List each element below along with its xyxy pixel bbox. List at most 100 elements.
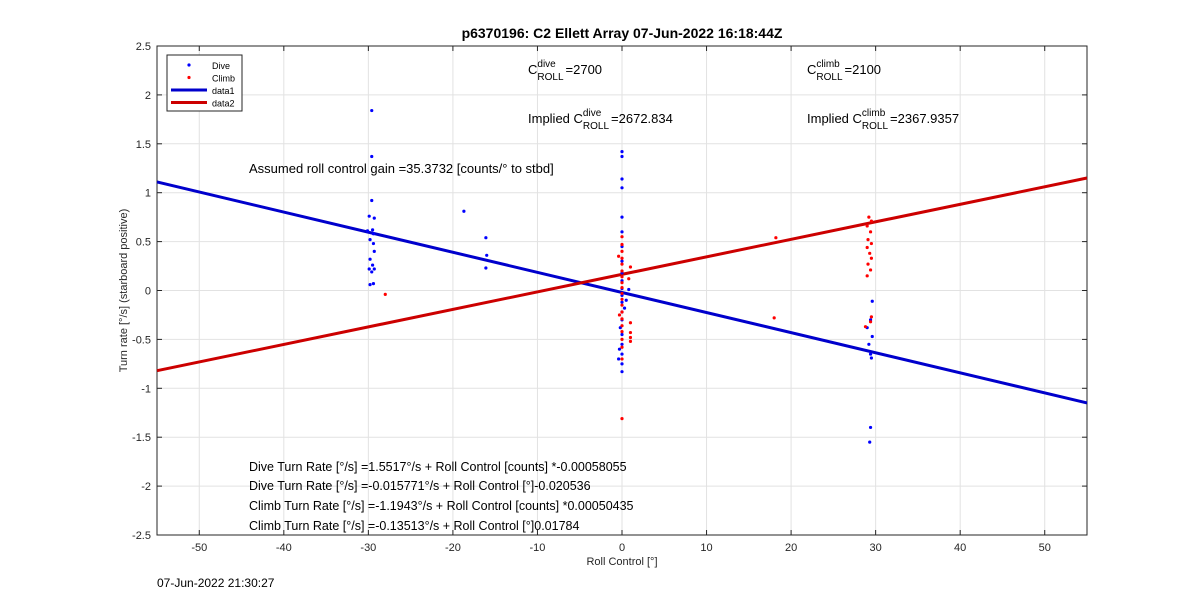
- point-dive: [367, 214, 371, 218]
- point-dive: [484, 236, 488, 240]
- point-climb: [868, 230, 873, 234]
- point-climb: [620, 417, 624, 421]
- point-climb: [865, 274, 869, 278]
- point-dive: [371, 241, 376, 246]
- point-dive: [620, 154, 624, 159]
- point-dive: [870, 334, 874, 339]
- point-dive: [624, 298, 628, 302]
- point-dive: [485, 253, 489, 257]
- point-climb: [863, 325, 868, 329]
- c-roll-dive: Cdive ROLL=2700: [528, 59, 602, 83]
- point-dive: [868, 352, 873, 356]
- point-climb: [869, 219, 874, 223]
- point-climb: [620, 291, 624, 296]
- x-tick-label: -20: [445, 542, 461, 554]
- point-climb: [620, 285, 624, 290]
- point-climb: [868, 251, 872, 255]
- legend-marker-climb: [187, 75, 191, 80]
- point-climb: [866, 262, 870, 266]
- y-tick-label: 0.5: [136, 237, 151, 249]
- x-axis-label: Roll Control [°]: [586, 556, 657, 568]
- point-climb: [774, 236, 778, 240]
- point-dive: [368, 238, 372, 242]
- y-tick-label: 1: [145, 188, 151, 200]
- point-dive: [620, 300, 624, 304]
- point-dive: [868, 440, 872, 444]
- point-dive: [371, 282, 376, 286]
- implied-c-roll-climb: Implied Cclimb ROLL=2367.9357: [807, 108, 959, 132]
- point-dive: [370, 154, 374, 159]
- point-dive: [370, 228, 375, 232]
- y-tick-label: 2: [145, 90, 151, 102]
- point-dive: [620, 259, 624, 263]
- point-dive: [867, 342, 871, 346]
- point-dive: [370, 198, 374, 203]
- point-climb: [620, 357, 624, 361]
- point-dive: [620, 230, 624, 234]
- point-climb: [620, 303, 624, 307]
- legend-label: Climb: [212, 74, 235, 84]
- y-tick-label: 0: [145, 286, 151, 298]
- point-dive: [484, 266, 488, 270]
- fit-equation: Climb Turn Rate [°/s] =-1.1943°/s + Roll…: [249, 499, 634, 513]
- point-dive: [620, 186, 624, 190]
- point-climb: [865, 224, 869, 228]
- point-dive: [870, 299, 874, 303]
- point-climb: [617, 313, 622, 317]
- point-dive: [620, 215, 624, 219]
- point-climb: [620, 269, 624, 273]
- y-tick-label: -1.5: [132, 432, 151, 444]
- point-climb: [867, 215, 871, 219]
- point-climb: [869, 241, 874, 246]
- point-climb: [620, 324, 624, 328]
- c-roll-climb: Cclimb ROLL=2100: [807, 59, 881, 83]
- point-climb: [620, 310, 624, 314]
- point-dive: [372, 216, 376, 220]
- point-climb: [620, 262, 624, 266]
- point-climb: [620, 249, 624, 253]
- point-dive: [620, 332, 624, 337]
- point-climb: [628, 330, 633, 335]
- legend-label: Dive: [212, 61, 230, 71]
- point-climb: [868, 320, 873, 324]
- point-dive: [367, 267, 371, 271]
- figure-timestamp: 07-Jun-2022 21:30:27: [157, 576, 275, 590]
- y-tick-label: -2.5: [132, 530, 151, 542]
- point-dive: [617, 357, 621, 361]
- point-climb: [628, 339, 633, 343]
- point-dive: [368, 283, 372, 287]
- x-tick-label: 30: [870, 542, 882, 554]
- point-dive: [370, 270, 374, 274]
- point-climb: [617, 254, 621, 258]
- point-climb: [628, 335, 633, 340]
- point-climb: [620, 275, 624, 279]
- roll-gain-annotation: Assumed roll control gain =35.3732 [coun…: [249, 161, 554, 176]
- x-tick-label: -30: [360, 542, 376, 554]
- x-tick-label: -40: [276, 542, 292, 554]
- y-axis-label: Turn rate [°/s] (starboard positive): [118, 209, 130, 373]
- point-climb: [620, 281, 624, 285]
- x-tick-label: -10: [530, 542, 546, 554]
- x-tick-label: 40: [954, 542, 966, 554]
- y-tick-label: 1.5: [136, 139, 151, 151]
- x-tick-label: 10: [700, 542, 712, 554]
- y-tick-label: -0.5: [132, 334, 151, 346]
- point-dive: [868, 425, 873, 430]
- point-dive: [371, 232, 376, 236]
- y-tick-label: 2.5: [136, 41, 151, 53]
- y-tick-label: -2: [141, 481, 151, 493]
- point-climb: [866, 238, 870, 242]
- point-climb: [869, 315, 874, 319]
- legend-label: data1: [212, 86, 235, 96]
- fit-equation: Dive Turn Rate [°/s] =-0.015771°/s + Rol…: [249, 479, 591, 493]
- x-tick-label: -50: [191, 542, 207, 554]
- fit-equation: Dive Turn Rate [°/s] =1.5517°/s + Roll C…: [249, 460, 627, 474]
- point-dive: [372, 267, 376, 271]
- point-climb: [772, 316, 776, 320]
- legend-label: data2: [212, 99, 235, 109]
- point-climb: [620, 329, 624, 334]
- point-climb: [620, 317, 624, 321]
- point-dive: [370, 263, 375, 267]
